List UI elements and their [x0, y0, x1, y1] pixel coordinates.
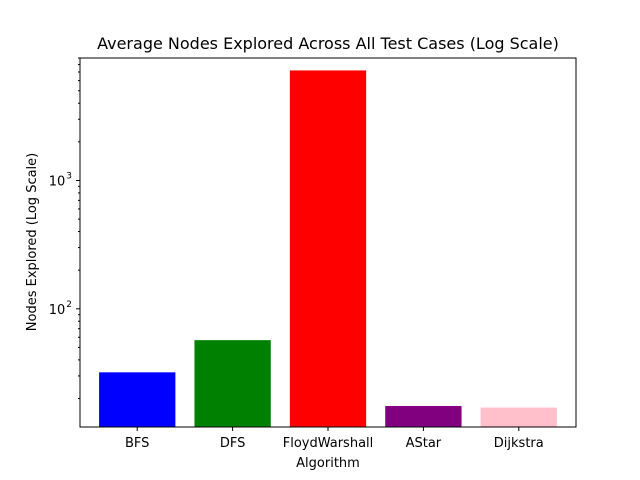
bar-floydwarshall: [289, 70, 367, 427]
bars-group: [99, 70, 557, 427]
x-ticks-group: BFS DFS FloydWarshall AStar Dijkstra: [125, 427, 544, 451]
x-tick-label: DFS: [220, 436, 246, 451]
x-tick-label: BFS: [125, 436, 149, 451]
plot-frame: [79, 57, 577, 428]
y-tick-label: 102: [49, 300, 72, 318]
y-tick-label: 103: [49, 171, 72, 189]
x-tick-label: AStar: [406, 436, 442, 451]
y-ticks-group: 102 103: [49, 57, 80, 400]
y-tick-exponent: 2: [66, 300, 72, 310]
x-axis-label: Algorithm: [296, 456, 360, 471]
bar-astar: [385, 405, 462, 427]
x-tick-label: Dijkstra: [494, 436, 544, 451]
y-tick-exponent: 3: [66, 171, 72, 181]
y-axis-label: Nodes Explored (Log Scale): [25, 153, 40, 331]
bar-dfs: [194, 340, 271, 427]
chart-title: Average Nodes Explored Across All Test C…: [97, 34, 559, 53]
bar-bfs: [99, 372, 176, 427]
bar-dijkstra: [480, 407, 557, 427]
x-tick-label: FloydWarshall: [283, 436, 374, 451]
